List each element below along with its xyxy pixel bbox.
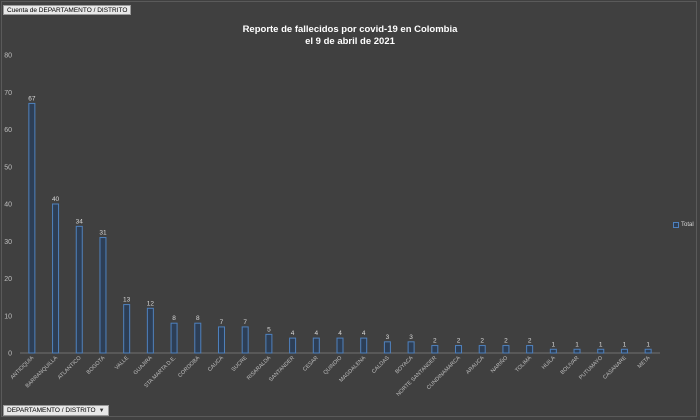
category-label: QUINDIO bbox=[323, 355, 344, 376]
y-tick-label: 0 bbox=[8, 351, 12, 358]
bar bbox=[431, 345, 439, 354]
data-label: 40 bbox=[52, 196, 60, 203]
bar bbox=[146, 307, 154, 354]
data-label: 1 bbox=[599, 341, 603, 348]
category-label: VALLE bbox=[114, 355, 130, 371]
data-label: 12 bbox=[147, 300, 155, 307]
data-label: 31 bbox=[99, 230, 107, 237]
data-label: 2 bbox=[528, 338, 532, 345]
bar bbox=[99, 237, 107, 354]
bar bbox=[123, 304, 131, 354]
category-label: NARIÑO bbox=[489, 354, 510, 375]
axis-field-label: DEPARTAMENTO / DISTRITO bbox=[7, 407, 96, 414]
category-label: META bbox=[637, 355, 652, 370]
data-label: 4 bbox=[338, 330, 342, 337]
data-label: 34 bbox=[76, 218, 84, 225]
category-label: NORTE SANTANDER bbox=[396, 355, 439, 398]
bar bbox=[455, 345, 463, 354]
category-label: CALDAS bbox=[371, 355, 391, 375]
bar bbox=[360, 337, 368, 354]
category-label: ARAUCA bbox=[465, 355, 486, 376]
legend-swatch bbox=[673, 222, 679, 228]
data-label: 1 bbox=[575, 341, 579, 348]
legend-label: Total bbox=[681, 222, 694, 228]
chart-title-line-1: Reporte de fallecidos por covid-19 en Co… bbox=[242, 24, 458, 35]
category-label: BOGOTA bbox=[86, 355, 107, 376]
bar bbox=[573, 348, 581, 354]
data-label: 8 bbox=[172, 315, 176, 322]
bar bbox=[75, 225, 83, 354]
chart-title-line-2: el 9 de abril de 2021 bbox=[305, 36, 395, 47]
category-label: CAUCA bbox=[207, 355, 225, 373]
bar bbox=[597, 348, 605, 354]
category-label: ATLANTICO bbox=[57, 355, 83, 381]
bar bbox=[241, 326, 249, 354]
bar bbox=[383, 341, 391, 354]
category-label: SUCRE bbox=[231, 355, 249, 373]
bar bbox=[312, 337, 320, 354]
data-label: 3 bbox=[409, 334, 413, 341]
y-tick-label: 40 bbox=[4, 202, 12, 209]
data-label: 8 bbox=[196, 315, 200, 322]
chart-title: Reporte de fallecidos por covid-19 en Co… bbox=[150, 24, 550, 48]
y-tick-label: 20 bbox=[4, 276, 12, 283]
bar bbox=[52, 203, 60, 354]
data-label: 7 bbox=[220, 319, 224, 326]
y-tick-label: 60 bbox=[4, 127, 12, 134]
data-label: 1 bbox=[623, 341, 627, 348]
category-label: BOLIVAR bbox=[560, 355, 581, 376]
bar bbox=[549, 348, 557, 354]
dropdown-arrow-icon[interactable]: ▼ bbox=[98, 408, 105, 414]
data-label: 1 bbox=[646, 341, 650, 348]
bar bbox=[620, 348, 628, 354]
data-label: 13 bbox=[123, 297, 131, 304]
data-label: 5 bbox=[267, 326, 271, 333]
data-label: 4 bbox=[314, 330, 318, 337]
y-tick-label: 70 bbox=[4, 90, 12, 97]
category-label: PUTUMAYO bbox=[578, 355, 605, 382]
category-label: CORDOBA bbox=[177, 355, 201, 379]
bar bbox=[170, 322, 178, 354]
data-label: 1 bbox=[552, 341, 556, 348]
category-label: SANTANDER bbox=[268, 355, 296, 383]
data-label: 2 bbox=[433, 338, 437, 345]
bar bbox=[336, 337, 344, 354]
value-field-button[interactable]: Cuenta de DEPARTAMENTO / DISTRITO bbox=[3, 5, 132, 15]
category-label: TOLIMA bbox=[514, 355, 533, 374]
data-label: 7 bbox=[243, 319, 247, 326]
bar bbox=[28, 102, 36, 354]
y-tick-label: 80 bbox=[4, 53, 12, 60]
data-label: 2 bbox=[480, 338, 484, 345]
axis-field-button[interactable]: DEPARTAMENTO / DISTRITO ▼ bbox=[3, 405, 109, 416]
data-label: 4 bbox=[291, 330, 295, 337]
bar bbox=[502, 345, 510, 354]
data-label: 2 bbox=[504, 338, 508, 345]
bar bbox=[194, 322, 202, 354]
bar bbox=[478, 345, 486, 354]
category-label: GUAJIRA bbox=[133, 355, 154, 376]
bar bbox=[289, 337, 297, 354]
category-label: CESAR bbox=[302, 355, 320, 373]
data-label: 67 bbox=[28, 95, 36, 102]
bar bbox=[407, 341, 415, 354]
y-tick-label: 30 bbox=[4, 239, 12, 246]
data-label: 2 bbox=[457, 338, 461, 345]
legend: Total bbox=[673, 222, 694, 228]
category-label: HUILA bbox=[541, 355, 557, 371]
data-label: 4 bbox=[362, 330, 366, 337]
y-tick-label: 10 bbox=[4, 313, 12, 320]
data-label: 3 bbox=[386, 334, 390, 341]
bar bbox=[217, 326, 225, 354]
bar bbox=[526, 345, 534, 354]
category-label: BOYACA bbox=[394, 355, 414, 375]
bar bbox=[265, 333, 273, 354]
y-tick-label: 50 bbox=[4, 164, 12, 171]
category-label: CASANARE bbox=[602, 355, 628, 381]
bar bbox=[644, 348, 652, 354]
